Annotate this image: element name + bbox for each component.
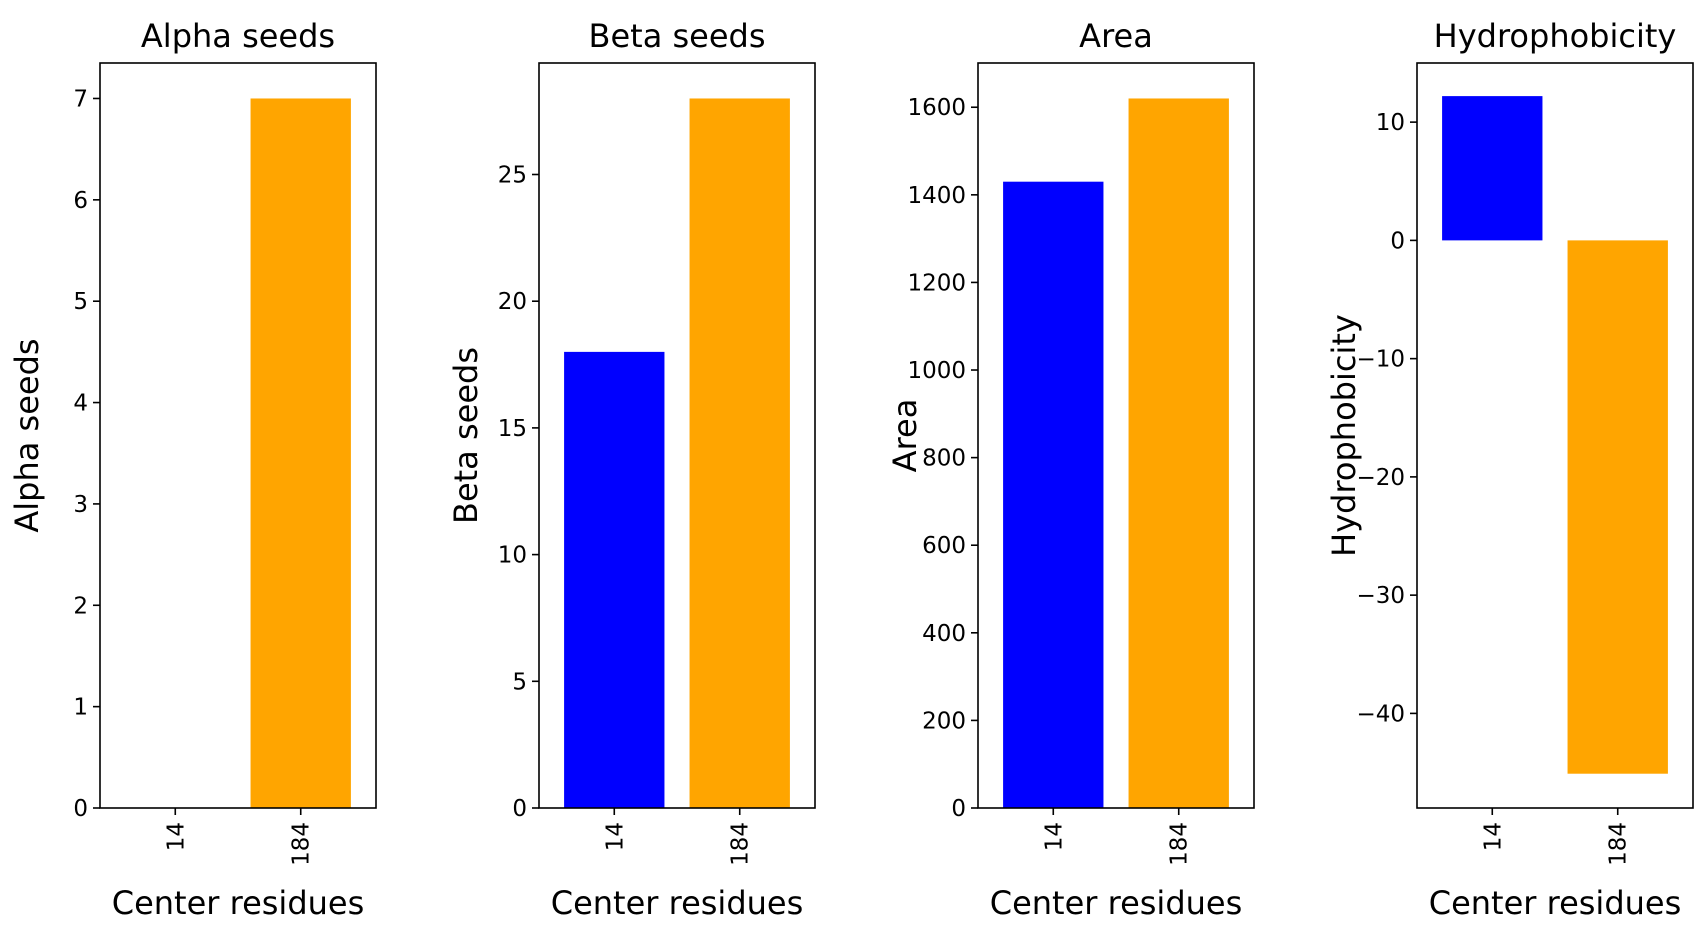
y-tick-label: 10	[498, 543, 527, 569]
x-tick-label: 14	[1480, 822, 1506, 851]
y-tick-label: 1	[73, 695, 88, 721]
y-axis-label: Area	[886, 399, 924, 473]
y-tick-label: 0	[951, 796, 966, 822]
x-tick-label: 14	[602, 822, 628, 851]
x-tick-label: 14	[1041, 822, 1067, 851]
y-tick-label: 2	[73, 593, 88, 619]
x-axis-label: Center residues	[990, 884, 1243, 922]
subplot-2: 0 5 10 15 20 25 14 184 Beta seeds Center residues…	[447, 17, 816, 922]
bar-14	[1003, 181, 1104, 808]
y-tick-label: 200	[922, 708, 966, 734]
y-tick-label: −30	[1356, 583, 1405, 609]
y-tick-label: 400	[922, 621, 966, 647]
y-tick-label: 4	[73, 391, 88, 417]
y-axis-label: Alpha seeds	[8, 338, 46, 532]
subplot-1: 0 1 2 3 4 5 6 7 14 184 Alpha seeds Center residues A…	[8, 17, 377, 922]
y-tick-label: 10	[1376, 110, 1405, 136]
subplot-title: Alpha seeds	[141, 17, 335, 55]
y-axis-label: Hydrophobicity	[1325, 314, 1363, 557]
x-axis-label: Center residues	[1429, 884, 1682, 922]
y-tick-label: 5	[512, 669, 527, 695]
axes-frame	[977, 62, 1255, 809]
y-tick-label: 20	[498, 289, 527, 315]
subplot-3: 0 200 400 600 800 1000 1200 1400 1600 14 184 Area Ce…	[886, 17, 1255, 922]
x-tick-label: 184	[289, 822, 315, 866]
y-tick-label: 3	[73, 492, 88, 518]
axes-frame	[538, 62, 816, 809]
y-axis-label: Beta seeds	[447, 347, 485, 524]
y-tick-label: 0	[73, 796, 88, 822]
subplot-4: 10 0 −10 −20 −30 −40 14 184 Hydrophobicity Center…	[1325, 17, 1694, 922]
y-tick-label: 600	[922, 533, 966, 559]
y-tick-label: 1600	[907, 95, 966, 121]
y-tick-label: 15	[498, 416, 527, 442]
subplot-title: Hydrophobicity	[1434, 17, 1677, 55]
x-tick-label: 14	[163, 822, 189, 851]
y-tick-label: 0	[1390, 228, 1405, 254]
y-tick-label: 1400	[907, 183, 966, 209]
y-tick-label: 6	[73, 188, 88, 214]
y-tick-label: 1200	[907, 270, 966, 296]
y-tick-label: −40	[1356, 701, 1405, 727]
y-tick-label: 1000	[907, 358, 966, 384]
axes-frame	[99, 62, 377, 809]
x-axis-label: Center residues	[112, 884, 365, 922]
subplot-title: Area	[1079, 17, 1153, 55]
bar-184	[1567, 240, 1668, 774]
x-tick-label: 184	[1167, 822, 1193, 866]
y-tick-label: 800	[922, 446, 966, 472]
axes-frame	[1416, 62, 1694, 809]
x-axis-label: Center residues	[551, 884, 804, 922]
x-tick-label: 184	[728, 822, 754, 866]
bar-184	[1128, 98, 1229, 808]
bar-184	[250, 98, 351, 808]
y-tick-label: −20	[1356, 465, 1405, 491]
bar-14	[1442, 96, 1543, 241]
subplot-title: Beta seeds	[589, 17, 766, 55]
y-tick-label: 5	[73, 289, 88, 315]
y-tick-label: −10	[1356, 347, 1405, 373]
y-tick-label: 7	[73, 86, 88, 112]
x-tick-label: 184	[1606, 822, 1632, 866]
y-tick-label: 0	[512, 796, 527, 822]
bar-184	[689, 98, 790, 808]
y-tick-label: 25	[498, 162, 527, 188]
bar-14	[564, 351, 665, 808]
